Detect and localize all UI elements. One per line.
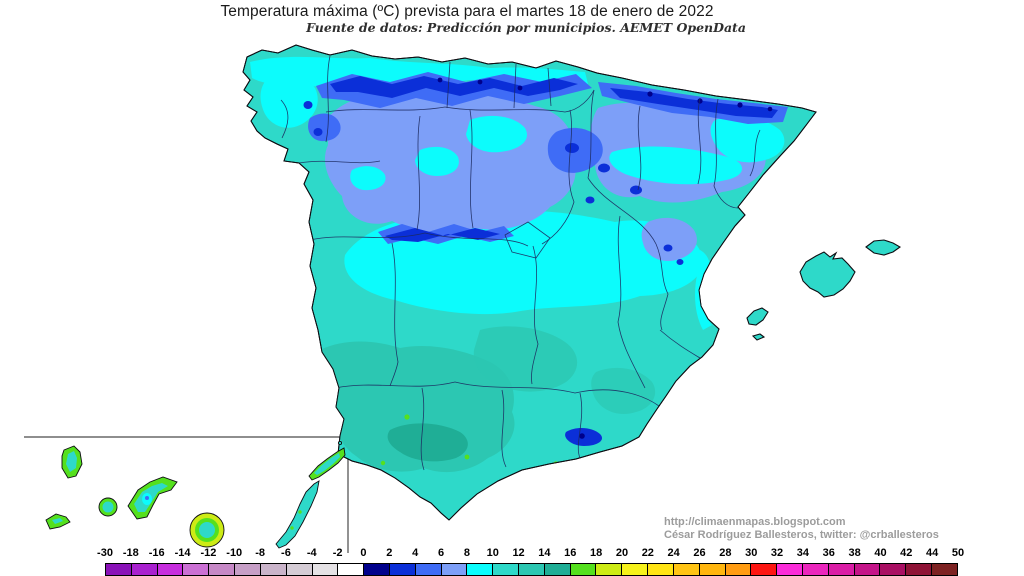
scale-segment <box>364 564 390 575</box>
scale-tick-label: 2 <box>386 547 393 559</box>
scale-tick-label: -12 <box>200 547 217 559</box>
scale-segment <box>493 564 519 575</box>
scale-tick-label: 24 <box>667 547 680 559</box>
ibiza <box>746 307 769 326</box>
scale-segment <box>880 564 907 575</box>
scale-tick-label: 14 <box>538 547 551 559</box>
scale-segment <box>673 564 700 575</box>
scale-tick-label: -16 <box>148 547 165 559</box>
la-gomera <box>98 497 118 517</box>
scale-segment <box>235 564 261 575</box>
scale-tick-label: 44 <box>926 547 939 559</box>
mallorca <box>799 251 856 298</box>
scale-tick-label: -10 <box>226 547 243 559</box>
credits-author: César Rodríguez Ballesteros, twitter: @c… <box>664 529 939 541</box>
la-palma <box>61 445 83 479</box>
lanzarote <box>308 447 346 481</box>
scale-tick-label: -18 <box>122 547 139 559</box>
el-hierro <box>45 513 71 530</box>
temperature-shading <box>250 55 788 473</box>
credits: http://climaenmapas.blogspot.com César R… <box>664 516 939 542</box>
tenerife <box>127 476 178 520</box>
scale-segment <box>183 564 210 575</box>
scale-segment <box>131 564 158 575</box>
scale-tick-label: 42 <box>900 547 913 559</box>
data-source-subtitle: Fuente de datos: Predicción por municipi… <box>306 20 746 35</box>
scale-tick-label: 28 <box>719 547 732 559</box>
scale-tick-label: 26 <box>693 547 706 559</box>
scale-tick-label: 36 <box>822 547 835 559</box>
scale-tick-label: -30 <box>97 547 113 559</box>
scale-segment <box>596 564 623 575</box>
scale-segment <box>932 564 957 575</box>
scale-tick-label: 32 <box>770 547 784 559</box>
scale-tick-label: 0 <box>360 547 367 559</box>
scale-segment <box>570 564 597 575</box>
scale-segment <box>106 564 132 575</box>
scale-tick-label: 20 <box>615 547 629 559</box>
scale-tick-label: 8 <box>463 547 470 559</box>
scale-segment <box>441 564 468 575</box>
scale-segment <box>519 564 545 575</box>
peninsula-coastline <box>242 44 817 521</box>
scale-segment <box>828 564 855 575</box>
scale-tick-label: 40 <box>874 547 887 559</box>
scale-segment <box>286 564 313 575</box>
color-scale-tick-labels: -30 -18 -16 -14 -12 -10 -8 -6 -4 -2 0 2 4 6 8 10 12 14 16 1… <box>97 547 964 561</box>
scale-tick-label: -8 <box>255 547 265 559</box>
scale-tick-label: 6 <box>437 547 445 559</box>
scale-tick-label: 38 <box>848 547 861 559</box>
scale-tick-label: -6 <box>281 547 291 559</box>
scale-tick-label: -4 <box>306 547 317 559</box>
scale-tick-label: 50 <box>951 547 965 559</box>
islote <box>337 440 343 446</box>
scale-segment <box>389 564 416 575</box>
scale-segment <box>544 564 571 575</box>
scale-segment <box>802 564 829 575</box>
scale-tick-label: 12 <box>512 547 525 559</box>
scale-segment <box>338 564 365 575</box>
scale-tick-label: 22 <box>641 547 654 559</box>
scale-tick-label: -2 <box>332 547 343 559</box>
scale-segment <box>467 564 494 575</box>
scale-segment <box>260 564 287 575</box>
scale-segment <box>725 564 752 575</box>
color-scale-bar <box>105 563 958 576</box>
scale-segment <box>751 564 778 575</box>
credits-url: http://climaenmapas.blogspot.com <box>664 516 846 528</box>
scale-tick-label: 34 <box>796 547 810 559</box>
page-title: Temperatura máxima (ºC) prevista para el… <box>220 3 714 20</box>
fuerteventura <box>275 480 320 549</box>
scale-segment <box>312 564 339 575</box>
scale-segment <box>854 564 881 575</box>
scale-segment <box>209 564 236 575</box>
scale-segment <box>415 564 442 575</box>
scale-tick-label: 30 <box>745 547 758 559</box>
province-borders <box>280 55 761 471</box>
scale-tick-label: -14 <box>174 547 191 559</box>
scale-segment <box>157 564 184 575</box>
scale-tick-label: 10 <box>486 547 499 559</box>
scale-tick-label: 18 <box>589 547 603 559</box>
scale-segment <box>648 564 674 575</box>
balearic-islands <box>746 239 902 341</box>
canary-islands <box>45 440 346 549</box>
scale-segment <box>777 564 803 575</box>
scale-segment <box>699 564 726 575</box>
gran-canaria <box>189 512 225 548</box>
menorca <box>865 239 902 256</box>
scale-segment <box>906 564 932 575</box>
formentera <box>751 333 766 341</box>
scale-tick-label: 4 <box>412 547 419 559</box>
scale-segment <box>622 564 649 575</box>
scale-tick-label: 16 <box>564 547 577 559</box>
